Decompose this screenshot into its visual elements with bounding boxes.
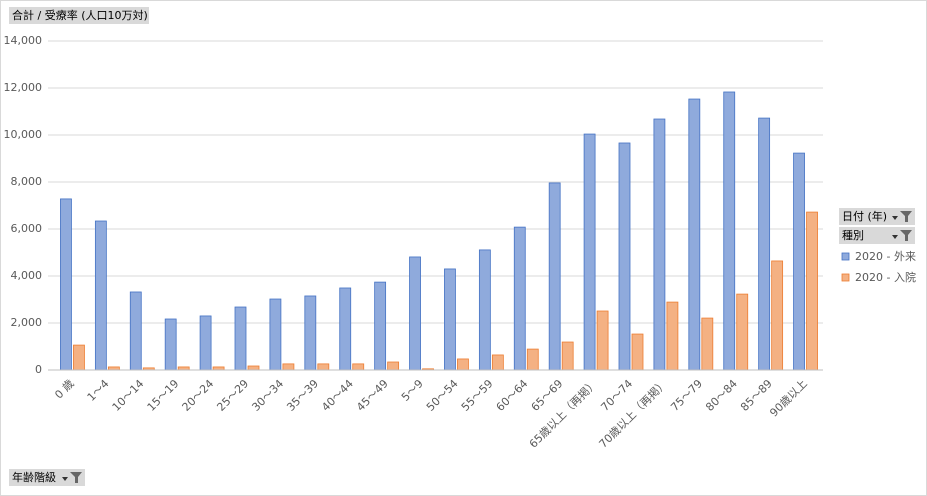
- dropdown-icon: [62, 477, 68, 481]
- bar: [688, 98, 701, 371]
- legend-label: 2020 - 外来: [855, 250, 916, 263]
- y-tick-label: 6,000: [11, 222, 43, 235]
- bar: [304, 295, 317, 371]
- bar: [666, 301, 679, 371]
- filter-icon: [900, 230, 912, 241]
- legend-field-label: 日付 (年): [842, 209, 887, 223]
- bar: [618, 142, 631, 371]
- bar: [653, 118, 666, 371]
- y-tick-label: 4,000: [11, 269, 43, 282]
- value-field-button[interactable]: [9, 7, 149, 24]
- filter-icon: [70, 472, 82, 483]
- y-tick-label: 14,000: [4, 34, 43, 47]
- dropdown-icon: [892, 235, 898, 239]
- bar: [526, 348, 539, 371]
- legend-field-label: 種別: [842, 228, 864, 242]
- bar: [723, 91, 736, 371]
- bar: [247, 365, 260, 371]
- bar: [269, 298, 282, 371]
- dropdown-icon: [892, 216, 898, 220]
- bar: [409, 256, 421, 371]
- legend-label: 2020 - 入院: [855, 270, 916, 284]
- bar: [234, 306, 247, 371]
- axis-field-button[interactable]: [9, 469, 85, 486]
- bar: [806, 211, 818, 371]
- bar: [352, 363, 365, 371]
- bar: [758, 117, 771, 371]
- bar: [60, 198, 72, 371]
- bar: [491, 354, 504, 371]
- filter-icon: [900, 211, 912, 222]
- bar: [164, 318, 177, 371]
- bar: [561, 341, 574, 371]
- bar: [282, 363, 295, 371]
- bar: [444, 268, 456, 371]
- y-tick-label: 12,000: [4, 81, 43, 94]
- bar: [631, 333, 644, 371]
- legend-field-button[interactable]: [839, 227, 915, 244]
- bar: [478, 249, 491, 371]
- bar: [199, 315, 212, 371]
- bar: [317, 363, 330, 371]
- bar: [771, 260, 784, 371]
- y-tick-label: 2,000: [11, 316, 43, 329]
- legend-swatch: [841, 273, 850, 282]
- y-tick-label: 0: [35, 363, 42, 376]
- bar: [513, 226, 526, 371]
- bar: [457, 358, 469, 371]
- y-tick-label: 8,000: [11, 175, 43, 188]
- bar: [583, 133, 596, 371]
- bar: [701, 317, 714, 371]
- bar: [736, 293, 749, 371]
- bar: [94, 220, 107, 371]
- bar: [129, 291, 142, 371]
- bar: [374, 281, 387, 371]
- bar: [548, 182, 561, 371]
- axis-field-label: 年齢階級: [12, 470, 56, 484]
- bar: [387, 361, 400, 371]
- chart-title: 合計 / 受療率 (人口10万対): [12, 8, 148, 22]
- legend-field-button[interactable]: [839, 208, 915, 225]
- bar: [339, 287, 352, 371]
- bar: [73, 344, 85, 371]
- y-tick-label: 10,000: [4, 128, 43, 141]
- bar: [596, 310, 609, 371]
- bar: [793, 152, 805, 371]
- legend-swatch: [841, 252, 850, 261]
